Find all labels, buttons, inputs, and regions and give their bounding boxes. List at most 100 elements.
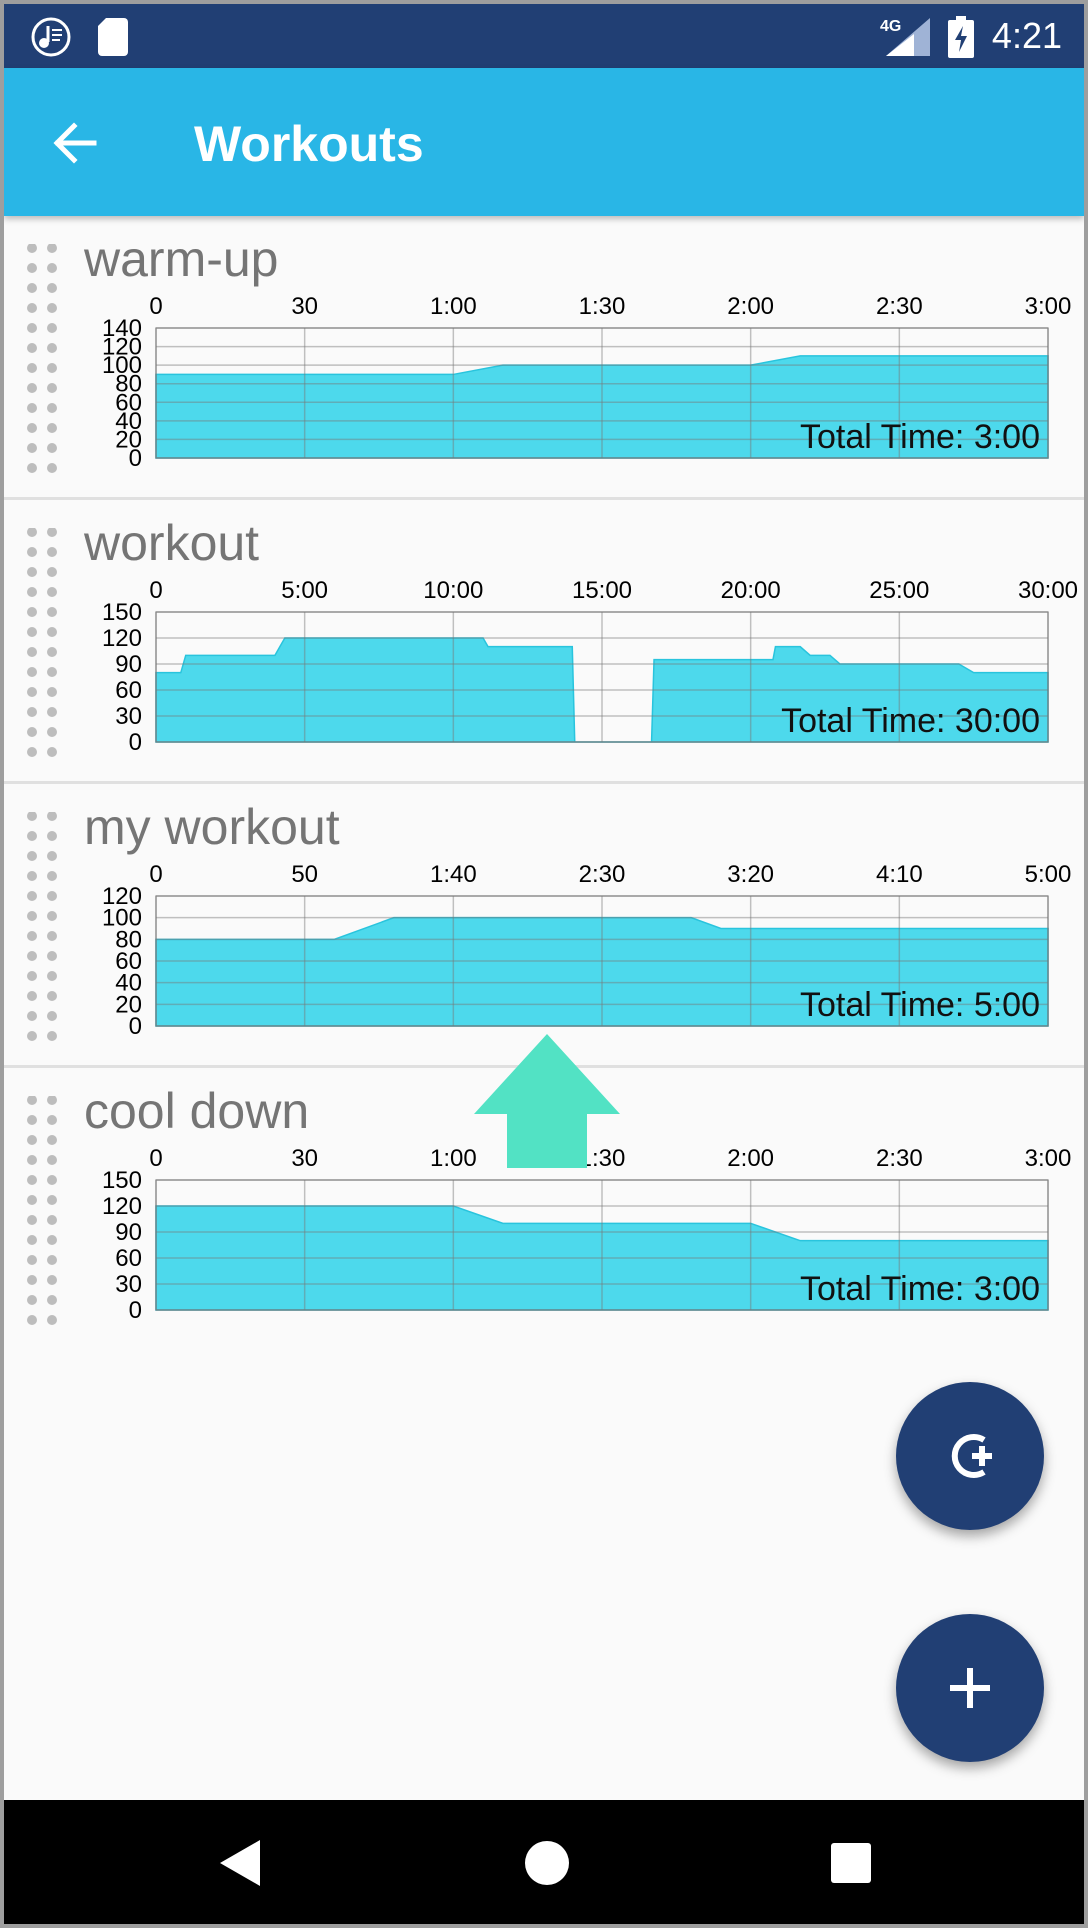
- x-tick-label: 30:00: [1018, 577, 1078, 604]
- x-tick-label: 2:30: [579, 861, 626, 888]
- x-tick-label: 30: [291, 293, 318, 320]
- workout-name: my workout: [84, 799, 340, 855]
- y-tick-label: 30: [115, 1271, 142, 1298]
- add-circle-fab[interactable]: [896, 1382, 1044, 1530]
- x-tick-label: 2:30: [876, 293, 923, 320]
- x-tick-label: 10:00: [423, 577, 483, 604]
- total-time-label: Total Time: 5:00: [800, 986, 1040, 1024]
- y-tick-label: 40: [115, 970, 142, 997]
- y-tick-label: 20: [115, 426, 142, 453]
- workout-card-cool-down[interactable]: cool down 0 30 60 90 120 150 0 30 1:00 1:30 2:00 2:…: [4, 1068, 1084, 1352]
- music-notification-icon: [30, 16, 72, 63]
- y-tick-label: 60: [115, 1245, 142, 1272]
- drag-handle-icon[interactable]: [24, 528, 64, 768]
- y-tick-label: 150: [102, 1167, 142, 1194]
- workout-card-my-workout[interactable]: my workout 0 20 40 60 80 100 120 0 50 1:40 2:30 3:2…: [4, 784, 1084, 1068]
- total-time-label: Total Time: 30:00: [781, 702, 1040, 740]
- workout-card-workout[interactable]: workout 0 30 60 90 120 150 0 5:00 10:00 15:00 20:0…: [4, 500, 1084, 784]
- arrow-up-icon: [474, 1034, 620, 1168]
- y-tick-label: 60: [115, 948, 142, 975]
- y-tick-label: 60: [115, 389, 142, 416]
- drag-handle-icon[interactable]: [24, 812, 64, 1052]
- navigation-bar: [4, 1800, 1084, 1924]
- x-tick-label: 2:30: [876, 1145, 923, 1172]
- y-tick-label: 0: [129, 1013, 142, 1040]
- x-tick-label: 0: [149, 293, 162, 320]
- battery-charging-icon: [948, 16, 974, 63]
- workout-card-warm-up[interactable]: warm-up 0 20 40 60 80 100 120 140 0 30 1:00 1:30 2:0…: [4, 216, 1084, 500]
- page-title: Workouts: [194, 116, 424, 172]
- y-tick-label: 60: [115, 677, 142, 704]
- x-tick-label: 1:30: [579, 293, 626, 320]
- y-tick-label: 120: [102, 334, 142, 361]
- recents-square-icon[interactable]: [830, 1842, 872, 1884]
- x-tick-label: 1:00: [430, 293, 477, 320]
- x-tick-label: 5:00: [281, 577, 328, 604]
- plot-frame: [155, 1179, 1049, 1311]
- x-tick-label: 50: [291, 861, 318, 888]
- arrow-back-icon[interactable]: [50, 118, 100, 168]
- drag-handle-icon[interactable]: [24, 244, 64, 484]
- y-tick-label: 90: [115, 1219, 142, 1246]
- plot-frame: [155, 895, 1049, 1027]
- app-bar: Workouts: [4, 68, 1084, 216]
- y-tick-label: 140: [102, 315, 142, 342]
- x-tick-label: 25:00: [869, 577, 929, 604]
- y-tick-label: 100: [102, 352, 142, 379]
- y-tick-label: 80: [115, 371, 142, 398]
- plus-icon: [950, 1668, 990, 1708]
- y-tick-label: 120: [102, 1193, 142, 1220]
- workout-name: warm-up: [84, 231, 279, 287]
- y-tick-label: 80: [115, 926, 142, 953]
- home-circle-icon[interactable]: [524, 1840, 570, 1886]
- drag-handle-icon[interactable]: [24, 1096, 64, 1336]
- x-tick-label: 3:00: [1025, 293, 1072, 320]
- workout-name: cool down: [84, 1083, 310, 1139]
- y-tick-label: 120: [102, 625, 142, 652]
- sd-card-icon: [98, 18, 128, 61]
- x-tick-label: 2:00: [727, 293, 774, 320]
- signal-icon: [886, 18, 930, 61]
- network-type: 4G: [880, 18, 902, 35]
- x-tick-label: 4:10: [876, 861, 923, 888]
- x-tick-label: 30: [291, 1145, 318, 1172]
- x-tick-label: 1:00: [430, 1145, 477, 1172]
- x-tick-label: 0: [149, 1145, 162, 1172]
- y-tick-label: 30: [115, 703, 142, 730]
- workout-list: warm-up 0 20 40 60 80 100 120 140 0 30 1:00 1:30 2:0…: [4, 216, 1084, 1352]
- add-circle-icon: [951, 1434, 992, 1478]
- add-fab[interactable]: [896, 1614, 1044, 1762]
- x-tick-label: 15:00: [572, 577, 632, 604]
- y-tick-label: 0: [129, 445, 142, 472]
- y-tick-label: 100: [102, 905, 142, 932]
- plot-frame: [155, 611, 1049, 743]
- y-tick-label: 40: [115, 408, 142, 435]
- back-triangle-icon[interactable]: [220, 1840, 262, 1886]
- x-tick-label: 2:00: [727, 1145, 774, 1172]
- x-tick-label: 5:00: [1025, 861, 1072, 888]
- x-tick-label: 0: [149, 577, 162, 604]
- y-tick-label: 20: [115, 991, 142, 1018]
- y-tick-label: 0: [129, 1297, 142, 1324]
- x-tick-label: 0: [149, 861, 162, 888]
- clock: 4:21: [991, 15, 1062, 56]
- workout-name: workout: [84, 515, 260, 571]
- x-tick-label: 3:20: [727, 861, 774, 888]
- y-tick-label: 120: [102, 883, 142, 910]
- y-tick-label: 150: [102, 599, 142, 626]
- status-bar: 4G 4:21: [4, 4, 1084, 68]
- y-tick-label: 90: [115, 651, 142, 678]
- area-series: [155, 637, 1049, 743]
- x-tick-label: 1:40: [430, 861, 477, 888]
- x-tick-label: 3:00: [1025, 1145, 1072, 1172]
- total-time-label: Total Time: 3:00: [800, 1270, 1040, 1308]
- y-tick-label: 0: [129, 729, 142, 756]
- total-time-label: Total Time: 3:00: [800, 418, 1040, 456]
- plot-frame: [155, 327, 1049, 459]
- x-tick-label: 20:00: [721, 577, 781, 604]
